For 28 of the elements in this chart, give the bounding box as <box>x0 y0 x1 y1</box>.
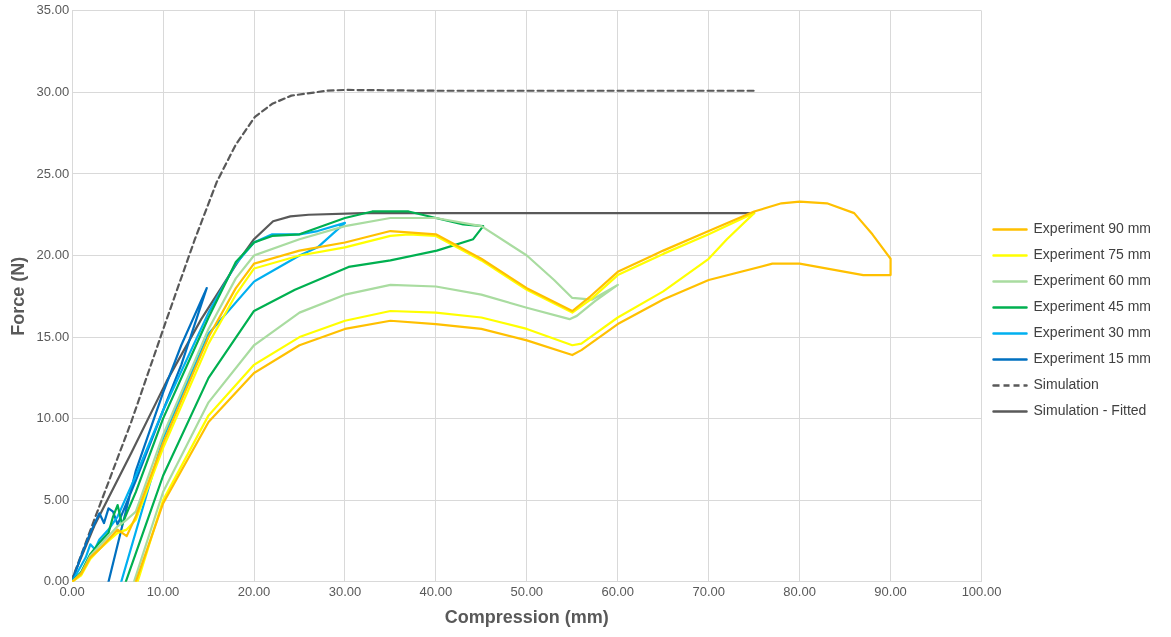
y-tick-label: 5.00 <box>43 491 70 507</box>
legend-label: Experiment 75 mm <box>1033 246 1151 263</box>
y-tick-label: 15.00 <box>36 328 70 344</box>
y-tick-label: 10.00 <box>36 410 70 426</box>
y-tick-label: 25.00 <box>36 165 70 181</box>
x-tick-label: 10.00 <box>146 584 180 600</box>
y-axis-title: Force (N) <box>7 256 28 336</box>
legend-label: Experiment 45 mm <box>1033 298 1151 315</box>
legend-label: Experiment 15 mm <box>1033 350 1151 367</box>
y-tick-label: 20.00 <box>36 247 70 263</box>
legend-label: Simulation <box>1033 376 1099 393</box>
x-tick-label: 70.00 <box>692 584 725 600</box>
x-tick-label: 60.00 <box>601 584 635 600</box>
legend-label: Experiment 90 mm <box>1033 220 1151 237</box>
x-tick-label: 90.00 <box>874 584 907 600</box>
x-tick-label: 0.00 <box>59 584 85 600</box>
x-tick-label: 100.00 <box>961 584 1002 600</box>
x-tick-label: 30.00 <box>328 584 362 600</box>
legend-label: Simulation - Fitted <box>1033 402 1147 419</box>
x-tick-label: 20.00 <box>237 584 271 600</box>
x-tick-label: 80.00 <box>783 584 816 600</box>
y-tick-label: 35.00 <box>36 2 70 18</box>
legend-label: Experiment 60 mm <box>1033 272 1151 289</box>
x-tick-label: 40.00 <box>419 584 453 600</box>
y-tick-label: 30.00 <box>36 83 70 99</box>
x-axis-title: Compression (mm) <box>444 607 609 628</box>
x-tick-label: 50.00 <box>510 584 544 600</box>
legend-label: Experiment 30 mm <box>1033 324 1151 341</box>
